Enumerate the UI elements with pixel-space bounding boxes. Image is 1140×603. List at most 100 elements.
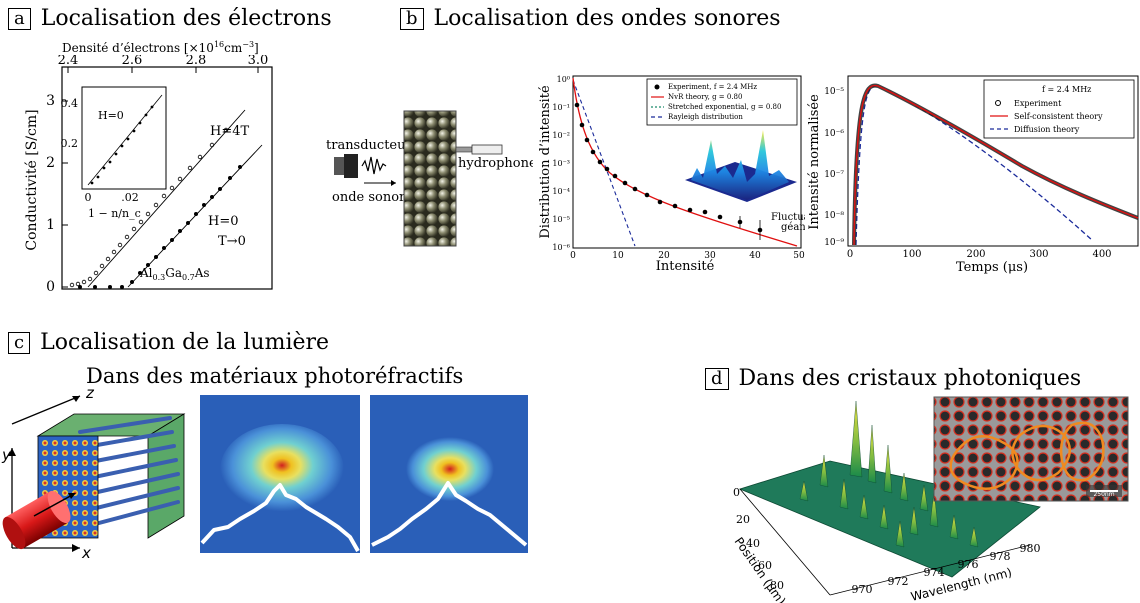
p1-xtick-0: 0 bbox=[570, 251, 576, 261]
axis-y: y bbox=[1, 446, 12, 464]
panel-b-plot1: 10⁰ 10⁻¹ 10⁻² 10⁻³ 10⁻⁴ 10⁻⁵ 10⁻⁶ 0 10 2… bbox=[538, 75, 805, 274]
panel-a-inset: H=0 0.4 0.2 0 .02 1 − n/n_c bbox=[61, 86, 167, 220]
p1-xtick-3: 30 bbox=[704, 251, 716, 261]
scale-bar: 250nm bbox=[1093, 491, 1114, 498]
label-t0: T→0 bbox=[218, 234, 246, 249]
p1-annotation-2: géantes bbox=[781, 222, 805, 233]
p1-ytick-5: 10⁻⁵ bbox=[552, 215, 570, 224]
panel-a-ylabel: Conductivité [S/cm] bbox=[24, 109, 40, 250]
top-tick-3: 2.8 bbox=[186, 55, 207, 68]
wl-tick-1: 972 bbox=[888, 575, 909, 588]
p2-xtick-1: 100 bbox=[902, 249, 921, 260]
inset-xtick-1: 0 bbox=[85, 191, 92, 204]
self-consistent-curve bbox=[853, 84, 1139, 246]
p1-annotation-1: Fluctuations bbox=[771, 212, 805, 223]
p2-xlabel: Temps (μs) bbox=[956, 260, 1028, 275]
panel-b-title: b Localisation des ondes sonores bbox=[400, 6, 781, 31]
panel-c-subtitle: Dans des matériaux photoréfractifs bbox=[86, 364, 464, 388]
transducer-label: transducteur bbox=[326, 138, 412, 153]
p1-xtick-5: 50 bbox=[793, 251, 805, 261]
axis-x: x bbox=[81, 544, 91, 562]
label-h4t: H=4T bbox=[210, 124, 250, 139]
p2-legend-header: f = 2.4 MHz bbox=[1042, 85, 1091, 94]
pos-tick-0: 0 bbox=[733, 486, 740, 499]
top-axis-label: Densité d’électrons [×1016cm−3] bbox=[62, 40, 259, 55]
inset-label: H=0 bbox=[98, 109, 124, 122]
p1-surface-inset: Fluctuations géantes bbox=[685, 130, 805, 233]
wl-tick-2: 974 bbox=[924, 566, 945, 579]
wl-tick-3: 976 bbox=[958, 558, 979, 571]
inset-xtick-2: .02 bbox=[121, 191, 139, 204]
p2-ytick-2: 10⁻⁷ bbox=[824, 170, 844, 180]
panel-b-letter: b bbox=[400, 7, 424, 30]
top-tick-1: 2.4 bbox=[58, 55, 79, 68]
p2-ylabel: Intensité normalisée bbox=[807, 94, 822, 230]
p2-xtick-2: 200 bbox=[966, 249, 985, 260]
panel-a-letter: a bbox=[8, 7, 31, 30]
p1-ytick-2: 10⁻² bbox=[552, 131, 570, 140]
panel-b-plot2: 10⁻⁵ 10⁻⁶ 10⁻⁷ 10⁻⁸ 10⁻⁹ 0 100 200 300 4… bbox=[807, 75, 1139, 275]
p2-ytick-1: 10⁻⁶ bbox=[824, 129, 844, 139]
pos-tick-3: 60 bbox=[758, 559, 772, 572]
y-tick-2: 2 bbox=[46, 155, 55, 171]
inset-ytick-2: 0.2 bbox=[61, 137, 79, 150]
panel-d-title-text: Dans des cristaux photoniques bbox=[738, 366, 1082, 391]
beam-image-1 bbox=[200, 395, 360, 553]
p1-ytick-1: 10⁻¹ bbox=[552, 103, 570, 112]
panel-a-plot: 2.4 2.6 2.8 3.0 0 1 2 3 Conductivité [S/… bbox=[24, 55, 273, 295]
p2-legend-3: Diffusion theory bbox=[1014, 125, 1080, 134]
hydrophone-label: hydrophone bbox=[458, 156, 533, 171]
panel-b-title-text: Localisation des ondes sonores bbox=[433, 6, 781, 31]
setup-diagram: transducteur onde sonore hydrophone bbox=[326, 110, 533, 247]
panel-c-letter: c bbox=[8, 331, 31, 354]
p1-xlabel: Intensité bbox=[656, 259, 715, 274]
p1-xtick-1: 10 bbox=[612, 251, 624, 261]
p2-xtick-0: 0 bbox=[847, 249, 853, 260]
p1-ytick-3: 10⁻³ bbox=[552, 159, 570, 168]
wl-tick-4: 978 bbox=[990, 550, 1011, 563]
p1-ytick-4: 10⁻⁴ bbox=[552, 187, 570, 196]
p1-xtick-4: 40 bbox=[749, 251, 761, 261]
panel-d-title: d Dans des cristaux photoniques bbox=[705, 366, 1081, 391]
label-h0: H=0 bbox=[208, 214, 239, 229]
top-tick-4: 3.0 bbox=[248, 55, 269, 68]
panel-a-title: a Localisation des électrons bbox=[8, 6, 332, 31]
y-tick-3: 3 bbox=[46, 93, 55, 109]
panel-d-letter: d bbox=[705, 367, 729, 390]
inset-ytick-1: 0.4 bbox=[61, 97, 79, 110]
p2-xtick-3: 300 bbox=[1029, 249, 1048, 260]
photorefractive-cube: z y x bbox=[1, 388, 186, 562]
panel-a-title-text: Localisation des électrons bbox=[40, 6, 332, 31]
bead-sample bbox=[403, 110, 457, 247]
p1-legend-2: NvR theory, g = 0.80 bbox=[668, 93, 742, 101]
p2-ytick-3: 10⁻⁸ bbox=[824, 211, 844, 221]
inset-xlabel: 1 − n/n_c bbox=[88, 207, 141, 220]
top-tick-2: 2.6 bbox=[122, 55, 143, 68]
position-label: Position (μm) bbox=[732, 535, 789, 603]
pos-tick-2: 40 bbox=[746, 537, 760, 550]
p2-legend-1: Experiment bbox=[1014, 99, 1062, 108]
wl-tick-5: 980 bbox=[1020, 542, 1041, 555]
p2-ytick-0: 10⁻⁵ bbox=[824, 87, 844, 97]
panel-c-title-text: Localisation de la lumière bbox=[40, 330, 330, 355]
panel-c-title: c Localisation de la lumière bbox=[8, 330, 329, 355]
photonic-crystal-plot: 250nm 0 20 40 60 80 Position (μm) 970 97… bbox=[732, 396, 1129, 603]
beam-image-2 bbox=[370, 395, 528, 553]
p1-ytick-0: 10⁰ bbox=[557, 75, 570, 84]
wl-tick-0: 970 bbox=[852, 583, 873, 596]
p1-legend bbox=[646, 78, 798, 126]
p1-ylabel: Distribution d’intensité bbox=[538, 85, 553, 239]
p1-legend-4: Rayleigh distribution bbox=[668, 113, 743, 121]
rayleigh-curve bbox=[572, 79, 636, 247]
y-tick-1: 1 bbox=[46, 217, 55, 233]
wave-label: onde sonore bbox=[332, 190, 413, 205]
intensity-peaks bbox=[799, 400, 979, 548]
p1-data-points bbox=[574, 102, 763, 233]
p2-xtick-4: 400 bbox=[1092, 249, 1111, 260]
pos-tick-4: 80 bbox=[770, 579, 784, 592]
pos-tick-1: 20 bbox=[736, 513, 750, 526]
axis-z: z bbox=[85, 388, 95, 402]
y-tick-0: 0 bbox=[46, 279, 55, 295]
p1-xtick-2: 20 bbox=[658, 251, 670, 261]
p1-legend-3: Stretched exponential, g = 0.80 bbox=[668, 103, 781, 111]
